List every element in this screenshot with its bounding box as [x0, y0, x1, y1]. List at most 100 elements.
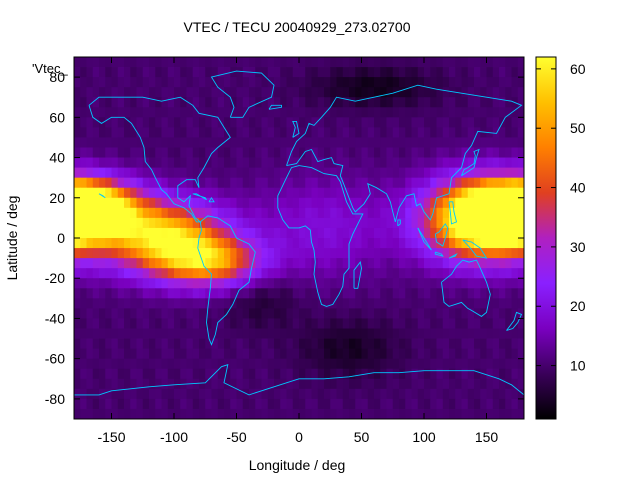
heatmap-cell [474, 147, 481, 158]
heatmap-cell [411, 217, 419, 229]
heatmap-cell [280, 147, 287, 158]
heatmap-cell [217, 338, 225, 350]
heatmap-cell [305, 157, 312, 169]
heatmap-cell [492, 77, 500, 88]
heatmap-cell [367, 288, 375, 299]
heatmap-cell [130, 298, 137, 309]
heatmap-cell [336, 147, 344, 158]
heatmap-cell [292, 107, 300, 118]
heatmap-cell [249, 328, 256, 339]
heatmap-cell [274, 338, 281, 350]
heatmap-cell [199, 57, 206, 68]
heatmap-cell [261, 77, 269, 88]
heatmap-cell [392, 278, 400, 289]
heatmap-cell [474, 358, 481, 370]
heatmap-cell [186, 87, 194, 98]
heatmap-cell [392, 217, 400, 229]
heatmap-cell [261, 127, 269, 138]
heatmap-cell [336, 328, 344, 339]
heatmap-cell [455, 368, 462, 380]
heatmap-cell [186, 77, 194, 88]
heatmap-cell [286, 408, 294, 420]
heatmap-cell [92, 268, 100, 279]
heatmap-cell [449, 187, 456, 199]
heatmap-cell [255, 127, 262, 138]
heatmap-cell [105, 288, 112, 299]
heatmap-cell [430, 217, 437, 229]
heatmap-cell [124, 167, 131, 179]
heatmap-cell [367, 348, 375, 360]
heatmap-cell [386, 268, 394, 279]
heatmap-cell [142, 217, 150, 229]
heatmap-cell [511, 338, 519, 350]
heatmap-cell [180, 117, 187, 128]
heatmap-cell [142, 187, 150, 199]
heatmap-cell [161, 298, 169, 309]
heatmap-cell [386, 408, 394, 420]
heatmap-cell [324, 258, 331, 269]
heatmap-cell [136, 97, 144, 108]
heatmap-cell [80, 408, 87, 420]
heatmap-cell [330, 398, 337, 410]
heatmap-cell [505, 167, 512, 179]
heatmap-cell [455, 318, 462, 329]
heatmap-cell [99, 378, 106, 390]
heatmap-cell [499, 348, 506, 360]
heatmap-cell [242, 328, 250, 339]
heatmap-cell [249, 248, 256, 259]
heatmap-cell [217, 238, 225, 249]
heatmap-cell [505, 328, 512, 339]
heatmap-cell [249, 298, 256, 309]
heatmap-cell [286, 117, 294, 128]
heatmap-cell [180, 258, 187, 269]
heatmap-cell [324, 97, 331, 108]
heatmap-cell [105, 167, 112, 179]
heatmap-cell [399, 338, 406, 350]
heatmap-cell [155, 197, 162, 209]
heatmap-cell [380, 278, 387, 289]
heatmap-cell [117, 248, 125, 259]
heatmap-cell [180, 87, 187, 98]
heatmap-cell [442, 117, 450, 128]
heatmap-cell [430, 167, 437, 179]
heatmap-cell [361, 338, 369, 350]
heatmap-cell [205, 338, 212, 350]
heatmap-cell [255, 117, 262, 128]
heatmap-cell [236, 258, 244, 269]
heatmap-cell [342, 388, 350, 400]
heatmap-cell [292, 308, 300, 319]
heatmap-cell [511, 177, 519, 189]
heatmap-cell [411, 348, 419, 360]
heatmap-cell [267, 137, 275, 148]
heatmap-cell [280, 238, 287, 249]
heatmap-cell [205, 368, 212, 380]
x-axis-ticks: -150 -100 -50 0 50 100 150 [97, 57, 498, 445]
heatmap-cell [242, 398, 250, 410]
heatmap-cell [205, 268, 212, 279]
heatmap-cell [242, 278, 250, 289]
heatmap-cell [242, 87, 250, 98]
heatmap-cell [342, 308, 350, 319]
heatmap-cell [117, 238, 125, 249]
heatmap-cell [186, 288, 194, 299]
heatmap-cell [349, 97, 356, 108]
heatmap-cell [330, 268, 337, 279]
heatmap-cell [386, 207, 394, 219]
heatmap-cell [174, 117, 181, 128]
heatmap-cell [430, 67, 437, 78]
heatmap-cell [74, 97, 81, 108]
heatmap-cell [136, 248, 144, 259]
heatmap-cell [174, 147, 181, 158]
heatmap-cell [467, 167, 475, 179]
heatmap-cell [86, 258, 94, 269]
heatmap-cell [249, 338, 256, 350]
heatmap-cell [80, 97, 87, 108]
heatmap-cell [405, 227, 412, 239]
heatmap-cell [386, 368, 394, 380]
heatmap-cell [380, 87, 387, 98]
heatmap-cell [324, 318, 331, 329]
heatmap-cell [117, 288, 125, 299]
heatmap-cell [511, 258, 519, 269]
heatmap-cell [330, 288, 337, 299]
heatmap-cell [461, 227, 469, 239]
